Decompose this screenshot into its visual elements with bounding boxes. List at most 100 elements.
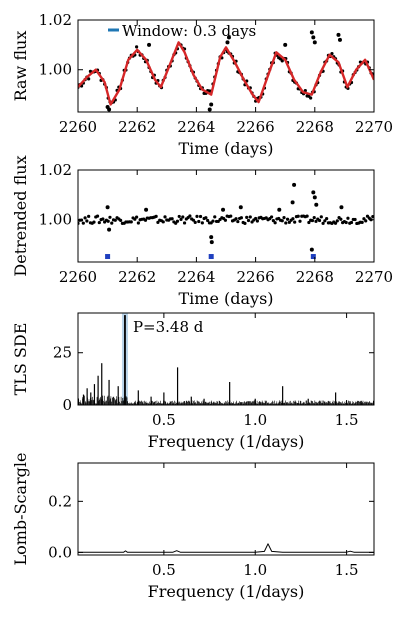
flux-point [81,221,85,225]
flux-point [360,220,364,225]
flux-point [296,214,300,218]
flux-point [273,221,277,225]
y-tick-label: 0.2 [48,492,72,510]
flux-point [156,220,160,225]
flux-point [95,214,100,218]
plot-area [78,313,374,405]
smoothed-trend-line [78,41,374,106]
y-axis-label: TLS SDE [11,323,30,396]
flux-point [198,214,203,219]
series-1 [78,41,374,106]
flux-point [333,221,338,225]
periodogram-line [78,543,374,553]
flux-point [310,218,315,223]
flux-point [254,216,258,221]
flux-point [136,221,140,225]
flux-point [236,219,240,224]
flux-point [135,45,139,49]
flux-point [177,214,181,219]
flux-point [154,214,158,218]
outlier-point [312,40,317,45]
flux-point [362,217,366,221]
outlier-point [283,42,288,47]
flux-point [92,220,96,224]
flux-point [285,217,290,221]
flux-points [78,42,374,105]
flux-point [197,219,201,224]
flux-point [314,219,318,223]
x-tick-label: 1.0 [243,411,267,429]
panel-3 [77,312,375,406]
flux-point [248,215,252,219]
flux-point [161,220,165,224]
flux-point [280,219,284,223]
flux-point [135,215,139,219]
flux-point [83,216,87,220]
flux-point [191,218,196,222]
flux-point [321,221,325,225]
flux-point [193,220,197,224]
outlier-point [309,247,314,252]
flux-point [175,219,180,223]
outlier-point [339,205,344,210]
y-tick-label: 1.02 [39,161,72,179]
outlier-point [309,30,314,35]
series-1 [78,543,374,553]
y-tick-label: 1.00 [39,211,72,229]
series-2 [105,254,316,260]
flux-point [271,219,275,223]
flux-point [133,217,137,221]
transit-marker [105,254,111,260]
flux-point [211,219,215,223]
outlier-point [107,107,112,112]
panel-2 [77,169,375,263]
outlier-point [107,227,112,232]
outlier-point [292,16,296,20]
plot-area [78,182,374,260]
flux-point [282,216,286,220]
flux-point [106,219,110,223]
x-tick-label: 2268 [296,268,334,286]
flux-point [243,221,247,226]
flux-point [353,217,357,222]
transit-marker [208,254,214,260]
outlier-point [221,207,226,212]
outlier-point [226,35,231,40]
y-tick-label: 0.0 [48,543,72,561]
flux-point [129,220,133,224]
outlier-point [311,35,316,40]
outlier-point [225,40,230,45]
flux-point [87,77,91,81]
flux-point [223,218,228,222]
flux-point [335,219,339,223]
x-tick-label: 1.5 [335,411,359,429]
flux-point [312,215,316,220]
flux-point [330,51,334,56]
outlier-point [144,207,149,212]
flux-point [323,219,327,223]
flux-point [200,221,204,225]
flux-point [85,219,89,223]
flux-point [119,218,123,222]
flux-point [101,217,105,221]
flux-point [349,220,354,225]
x-tick-label: 2266 [237,268,275,286]
transit-marker [310,254,316,260]
series-2 [105,16,342,112]
x-tick-label: 2262 [118,268,156,286]
outlier-point [292,182,297,187]
outlier-point [337,37,342,42]
y-tick-label: 1.00 [39,61,72,79]
flux-point [179,217,183,221]
outlier-point [314,202,319,207]
flux-point [319,215,323,219]
x-tick-label: 2266 [237,118,275,136]
outlier-point [209,102,214,107]
flux-point [195,214,199,218]
flux-point [317,218,322,223]
flux-point [110,221,114,225]
x-tick-label: 2262 [118,118,156,136]
flux-point [170,217,174,221]
flux-point [346,216,350,220]
